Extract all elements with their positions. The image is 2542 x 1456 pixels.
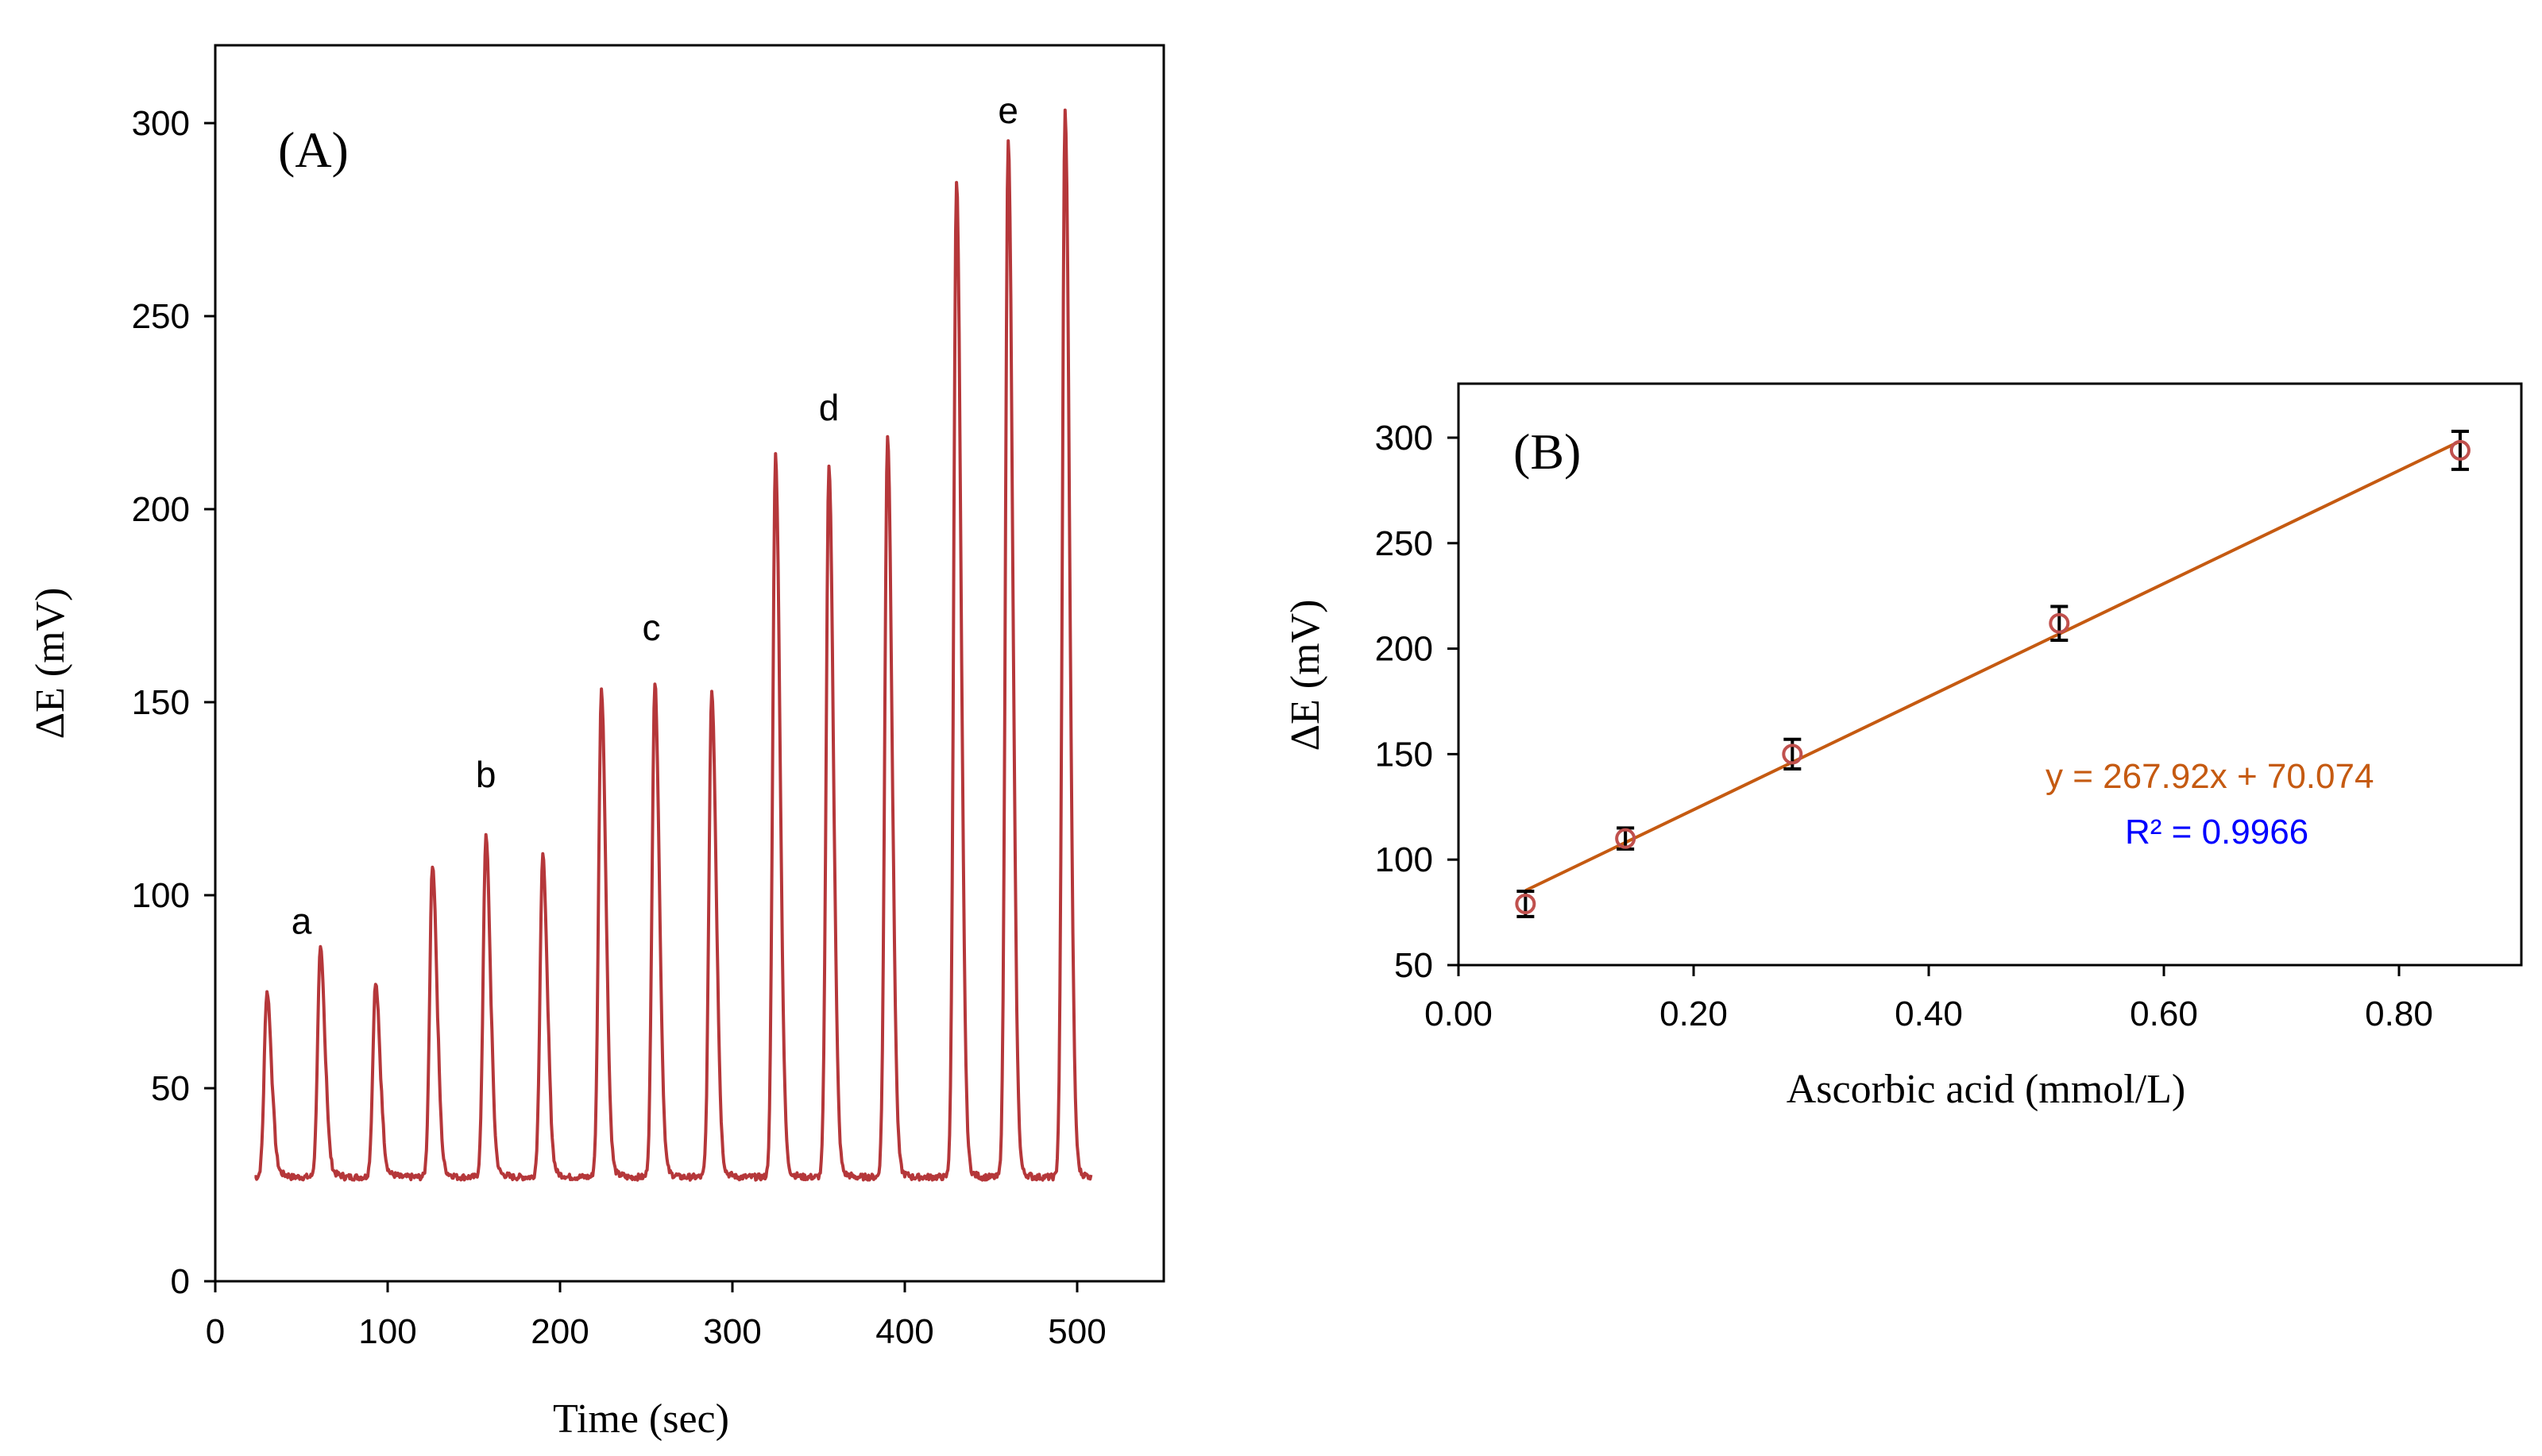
chart-b-xtick-label: 0.00 — [1424, 994, 1493, 1033]
chart-a-ytick-label: 200 — [132, 490, 190, 529]
chart-b-point — [2049, 612, 2070, 634]
chart-b-ytick-label: 100 — [1375, 840, 1433, 879]
chart-a-xtick-label: 0 — [206, 1312, 225, 1351]
chart-b-point — [1615, 828, 1636, 849]
chart-b-point — [1782, 743, 1803, 765]
chart-a-ticks: 0 100 200 300 400 500 0 50 100 150 200 250 300 — [132, 104, 1107, 1351]
chart-b-frame — [1457, 382, 2523, 967]
chart-a-xtick-label: 400 — [875, 1312, 933, 1351]
chart-b-xtick-label: 0.60 — [2130, 994, 2198, 1033]
chart-a-xtick-label: 500 — [1048, 1312, 1106, 1351]
chart-b-equation: y = 267.92x + 70.074 — [2046, 757, 2374, 796]
chart-a-ytick-label: 250 — [132, 297, 190, 336]
chart-a-ytick-label: 150 — [132, 683, 190, 722]
chart-a-ytick-label: 0 — [171, 1262, 190, 1301]
chart-a-xtick-label: 200 — [531, 1312, 589, 1351]
chart-b-ytick-label: 150 — [1375, 735, 1433, 774]
chart-b-ytick-label: 250 — [1375, 524, 1433, 563]
chart-b-ticks: 0.00 0.20 0.40 0.60 0.80 50 100 150 200 250 300 — [1375, 419, 2433, 1033]
chart-a-ylabel: ΔE (mV) — [28, 588, 73, 740]
chart-a-frame — [214, 44, 1165, 1283]
chart-b-point — [2449, 439, 2471, 461]
chart-a-peak-label: d — [819, 387, 840, 428]
chart-a-annotations: a b c d e — [292, 90, 1018, 942]
chart-b-xtick-label: 0.80 — [2365, 994, 2433, 1033]
chart-a-peak-label: b — [476, 754, 496, 795]
chart-b-ylabel: ΔE (mV) — [1283, 600, 1328, 751]
chart-a-xtick-label: 100 — [358, 1312, 416, 1351]
chart-a-peak-label: a — [292, 901, 312, 942]
chart-b-ytick-label: 300 — [1375, 419, 1433, 458]
chart-b-point — [1515, 893, 1536, 914]
chart-a-xlabel: Time (sec) — [553, 1396, 729, 1442]
chart-a: 0 100 200 300 400 500 0 50 100 150 200 250 300 a b c d e… — [28, 44, 1165, 1442]
chart-b-xtick-label: 0.40 — [1895, 994, 1963, 1033]
chart-b-ytick-label: 200 — [1375, 630, 1433, 669]
chart-a-trace — [253, 108, 1093, 1182]
chart-a-ytick-label: 100 — [132, 876, 190, 915]
chart-b: 0.00 0.20 0.40 0.60 0.80 50 100 150 200 250 300 (B… — [1283, 382, 2523, 1112]
chart-a-peak-label: e — [998, 90, 1018, 131]
chart-a-xtick-label: 300 — [703, 1312, 761, 1351]
chart-a-peak-label: c — [643, 607, 661, 648]
chart-b-points — [1515, 430, 2471, 918]
chart-b-xtick-label: 0.20 — [1659, 994, 1728, 1033]
chart-b-ytick-label: 50 — [1394, 946, 1433, 985]
chart-b-panel-label: (B) — [1513, 423, 1581, 480]
chart-a-ytick-label: 50 — [151, 1069, 190, 1108]
chart-b-xlabel: Ascorbic acid (mmol/L) — [1787, 1067, 2186, 1112]
chart-a-ytick-label: 300 — [132, 104, 190, 143]
chart-b-fit-line — [1524, 439, 2461, 892]
chart-b-r2: R² = 0.9966 — [2125, 813, 2308, 852]
chart-a-panel-label: (A) — [278, 122, 349, 178]
